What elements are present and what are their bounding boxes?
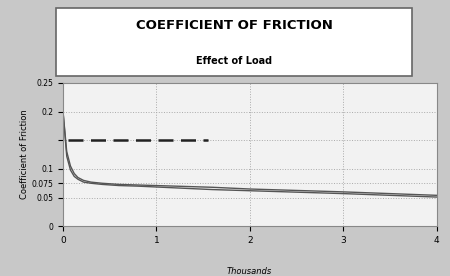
Text: Thousands: Thousands [227, 267, 272, 275]
Text: COEFFICIENT OF FRICTION: COEFFICIENT OF FRICTION [135, 19, 333, 32]
Text: Effect of Load: Effect of Load [196, 57, 272, 67]
Y-axis label: Coefficient of Friction: Coefficient of Friction [20, 110, 29, 200]
FancyBboxPatch shape [56, 8, 412, 76]
